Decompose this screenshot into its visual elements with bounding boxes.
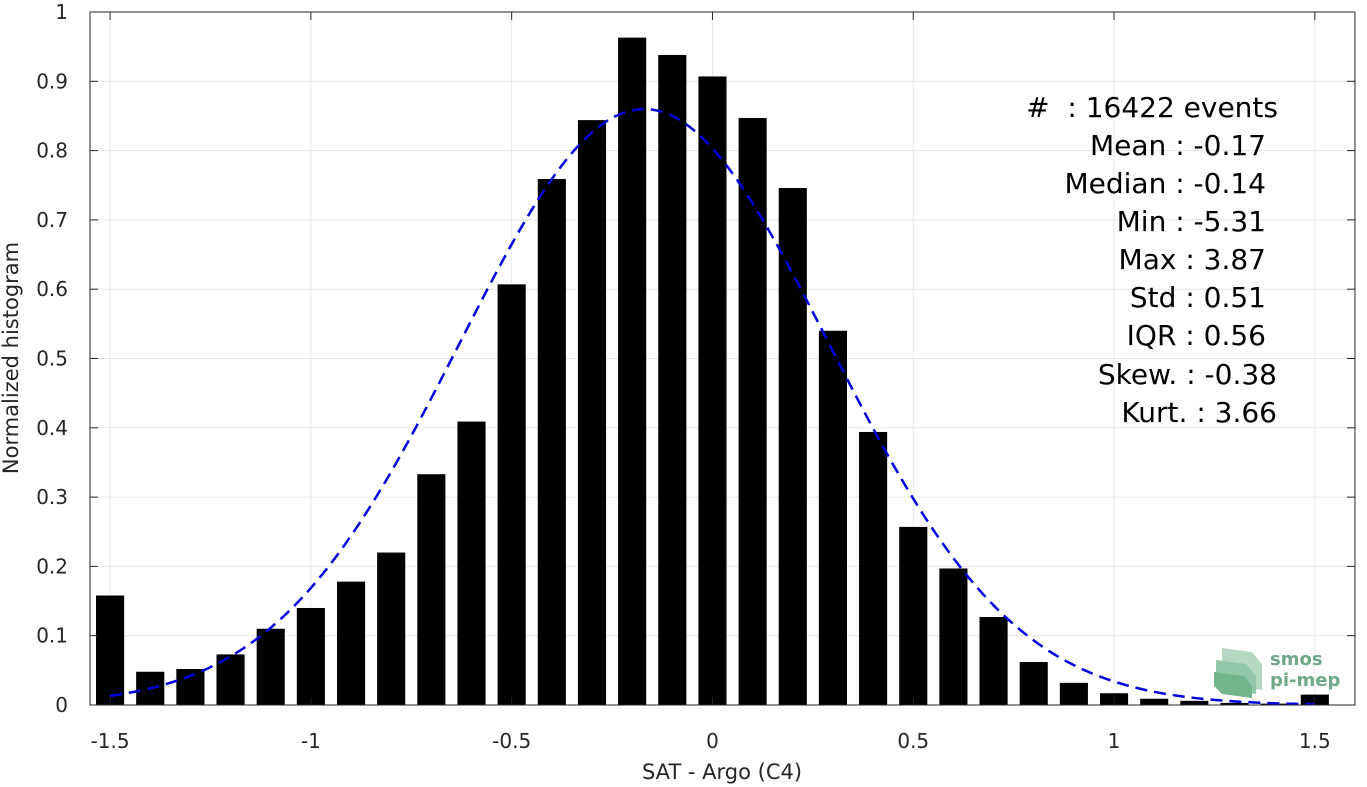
y-tick-label: 0.1 — [36, 624, 68, 648]
x-tick-label: 1 — [1108, 729, 1121, 753]
histogram-bar — [417, 474, 446, 705]
histogram-bar — [1059, 682, 1088, 705]
normal-fit-curve — [109, 107, 1315, 706]
x-tick-label: 0 — [706, 729, 719, 753]
y-tick-label: 0.6 — [36, 277, 68, 301]
stat-median: Median : -0.14 — [1064, 167, 1266, 200]
y-tick-label: 0 — [55, 693, 68, 717]
logo-icon — [1214, 648, 1262, 698]
stat-max: Max : 3.87 — [1119, 243, 1266, 276]
logo-text-smos: smos — [1270, 649, 1323, 670]
histogram-bar — [818, 330, 847, 705]
histogram-bar — [698, 76, 727, 706]
y-tick-label: 0.8 — [36, 139, 68, 163]
y-tick-label: 0.7 — [36, 208, 68, 232]
x-tick-label: -1.5 — [91, 729, 130, 753]
stat-iqr: IQR : 0.56 — [1127, 319, 1266, 352]
y-tick-label: 0.2 — [36, 554, 68, 578]
histogram-bar — [859, 431, 888, 705]
stat-skew: Skew. : -0.38 — [1098, 358, 1277, 391]
stat-kurt: Kurt. : 3.66 — [1121, 396, 1277, 429]
histogram-bar — [577, 120, 607, 705]
histogram-bar — [1180, 700, 1209, 705]
histogram-bar — [1019, 662, 1048, 705]
histogram-bar — [778, 188, 807, 706]
histogram-bar — [296, 607, 325, 705]
histogram-bar — [457, 421, 486, 705]
x-tick-label: 0.5 — [897, 729, 929, 753]
stat-events: # : 16422 events — [1026, 91, 1278, 124]
histogram-bar — [618, 37, 647, 706]
stat-mean: Mean : -0.17 — [1090, 129, 1266, 162]
x-tick-label: -0.5 — [492, 729, 531, 753]
stat-std: Std : 0.51 — [1130, 281, 1266, 314]
bars-group — [96, 37, 1329, 706]
histogram-bar — [377, 552, 406, 705]
stats-annotation: # : 16422 events Mean : -0.17 Median : -… — [1026, 91, 1278, 429]
histogram-bar — [96, 595, 125, 705]
histogram-bar — [256, 628, 285, 705]
histogram-bar — [979, 616, 1008, 705]
histogram-bar — [1220, 702, 1249, 705]
y-tick-label: 0.3 — [36, 485, 68, 509]
x-tick-label: -1 — [301, 729, 321, 753]
histogram-bar — [537, 179, 566, 705]
histogram-bar — [497, 284, 526, 705]
y-tick-label: 0.5 — [36, 347, 68, 371]
histogram-bar — [1140, 698, 1169, 705]
axes-group: -1.5 -1 -0.5 0 0.5 1 1.5 0 0.1 0.2 0.3 0.4 0.5 0.6 0.7… — [36, 0, 1355, 753]
histogram-bar — [336, 581, 366, 705]
smos-pimep-logo: smos pi-mep — [1214, 648, 1340, 698]
histogram-bar — [738, 118, 767, 706]
histogram-bar — [658, 54, 687, 705]
histogram-bar — [899, 526, 928, 705]
y-axis-label: Normalized histogram — [0, 242, 23, 474]
x-tick-label: 1.5 — [1299, 729, 1331, 753]
y-tick-label: 1 — [55, 0, 68, 24]
logo-text-pimep: pi-mep — [1270, 670, 1340, 691]
y-tick-label: 0.9 — [36, 69, 68, 93]
histogram-bar — [939, 568, 968, 705]
histogram-bar — [176, 668, 205, 705]
y-tick-label: 0.4 — [36, 416, 68, 440]
stat-min: Min : -5.31 — [1117, 205, 1266, 238]
x-axis-label: SAT - Argo (C4) — [642, 760, 802, 784]
